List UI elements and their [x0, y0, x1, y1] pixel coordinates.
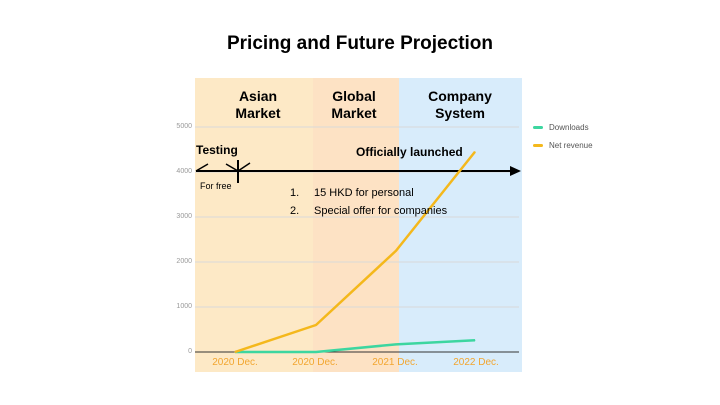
for-free-annotation: For free [200, 181, 232, 191]
legend-net-revenue: Net revenue [533, 141, 593, 150]
x-tick-label: 2020 Dec. [292, 357, 338, 368]
pricing-item-1-number: 1. [290, 187, 300, 199]
series-line-net-revenue [234, 150, 476, 354]
x-tick-label: 2021 Dec. [372, 357, 418, 368]
band-label-global: Global Market [314, 88, 394, 122]
series-line-downloads [235, 339, 476, 354]
timeline-arrow-head [510, 166, 521, 176]
data-point [395, 343, 397, 345]
band-label-global-line1: Global [332, 88, 376, 104]
band-label-asian: Asian Market [218, 88, 298, 122]
band-label-company-line1: Company [428, 88, 492, 104]
legend-downloads: Downloads [533, 123, 589, 132]
band-label-asian-line2: Market [235, 105, 281, 121]
testing-bracket-left [195, 163, 209, 172]
data-point [474, 151, 476, 153]
testing-annotation: Testing [196, 143, 238, 157]
legend-label-net-revenue: Net revenue [549, 141, 593, 150]
data-point [474, 339, 476, 341]
y-tick-label: 1000 [176, 303, 192, 310]
data-point [234, 351, 236, 353]
band-label-company: Company System [415, 88, 505, 122]
band-label-company-line2: System [435, 105, 485, 121]
pricing-item-2-text: Special offer for companies [314, 205, 448, 217]
data-point [315, 324, 317, 326]
legend-swatch-net-revenue [533, 144, 543, 147]
x-tick-label: 2022 Dec. [453, 357, 499, 368]
officially-launched-annotation: Officially launched [356, 145, 463, 159]
band-label-global-line2: Market [331, 105, 377, 121]
data-point [315, 351, 317, 353]
legend-swatch-downloads [533, 126, 543, 129]
legend-label-downloads: Downloads [549, 123, 589, 132]
y-tick-label: 4000 [176, 168, 192, 175]
x-tick-label: 2020 Dec. [212, 357, 258, 368]
y-tick-label: 5000 [176, 123, 192, 130]
y-tick-label: 2000 [176, 258, 192, 265]
testing-bracket-left-inner [225, 163, 239, 172]
pricing-item-1-text: 15 HKD for personal [314, 187, 414, 199]
y-tick-label: 0 [188, 348, 192, 355]
launch-bracket [237, 162, 251, 172]
data-point [395, 250, 397, 252]
y-tick-label: 3000 [176, 213, 192, 220]
band-label-asian-line1: Asian [238, 88, 278, 104]
pricing-item-2-number: 2. [290, 205, 300, 217]
chart-title: Pricing and Future Projection [226, 33, 494, 54]
